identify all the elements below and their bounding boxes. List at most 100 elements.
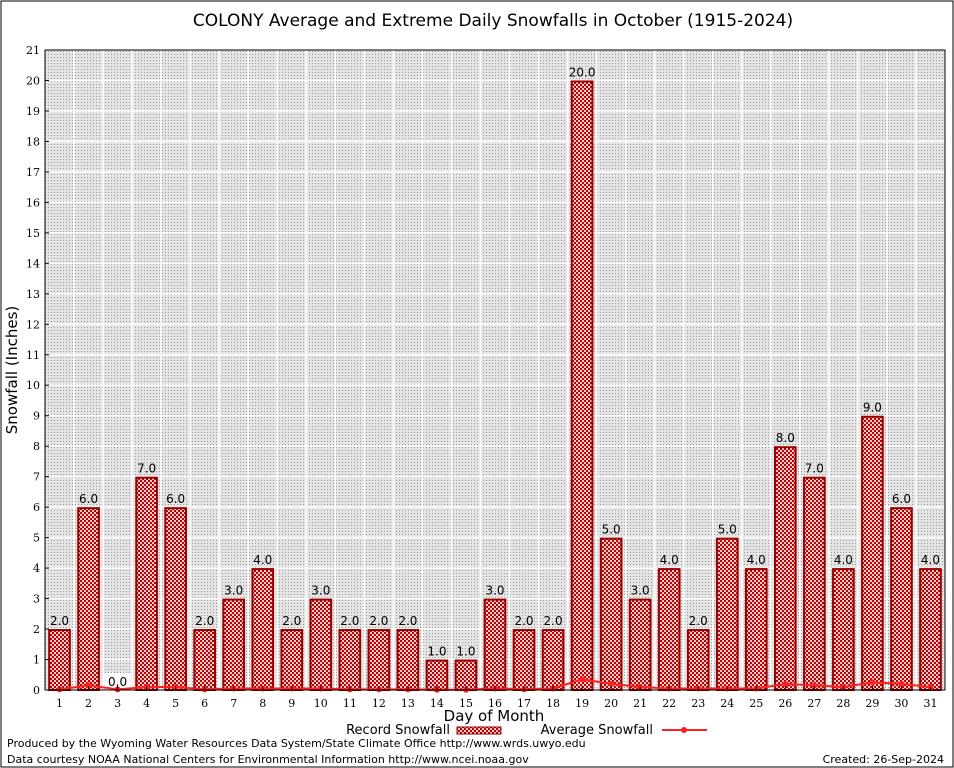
bar [570, 80, 594, 691]
average-point [869, 679, 876, 686]
x-tick-label: 31 [923, 697, 937, 710]
bar-value-label: 4.0 [660, 553, 679, 567]
y-tick-label: 11 [26, 349, 40, 362]
bar-value-label: 0.0 [108, 675, 127, 689]
y-tick-label: 9 [33, 410, 40, 423]
y-tick-label: 3 [33, 593, 40, 606]
x-tick-label: 8 [259, 697, 266, 710]
x-tick-label: 23 [691, 697, 705, 710]
bar-value-label: 2.0 [195, 614, 214, 628]
bar-labels: 2.0 6.0 0.0 7.0 6.0 2.0 3.0 4.0 2.0 3.0 2.0 2.0 2.0 1… [50, 65, 940, 689]
x-tick-label: 25 [749, 697, 763, 710]
x-tick-label: 11 [343, 697, 357, 710]
x-tick-label: 21 [633, 697, 647, 710]
y-tick-label: 19 [26, 105, 40, 118]
bar [454, 659, 478, 691]
legend-average-label: Average Snowfall [541, 723, 653, 738]
bar-value-label: 2.0 [50, 614, 69, 628]
bar-value-label: 4.0 [921, 553, 940, 567]
bar-value-label: 2.0 [398, 614, 417, 628]
y-tick-label: 13 [26, 288, 40, 301]
bar-value-label: 6.0 [79, 492, 98, 506]
footer-produced-by: Produced by the Wyoming Water Resources … [7, 737, 586, 750]
x-tick-label: 17 [517, 697, 531, 710]
bar-value-label: 2.0 [340, 614, 359, 628]
y-axis-label: Snowfall (Inches) [3, 306, 21, 434]
x-tick-label: 16 [488, 697, 502, 710]
bar [280, 629, 304, 691]
bar [164, 507, 187, 691]
bar [396, 629, 420, 691]
y-tick-label: 8 [33, 440, 40, 453]
bar [512, 629, 536, 691]
x-tick-label: 1 [56, 697, 63, 710]
average-point [579, 676, 586, 683]
x-tick-label: 29 [865, 697, 879, 710]
x-tick-label: 10 [314, 697, 328, 710]
y-tick-label: 7 [33, 471, 40, 484]
bar-value-label: 2.0 [369, 614, 388, 628]
bar [309, 598, 333, 691]
x-ticks: 1 2 3 4 5 6 7 8 9 10 11 12 13 14 15 16 17 18 19 20 21 22 23 24 2… [56, 686, 937, 710]
bar-value-label: 4.0 [253, 553, 272, 567]
bar [251, 568, 275, 691]
footer-data-courtesy: Data courtesy NOAA National Centers for … [7, 753, 529, 766]
average-point [608, 680, 615, 687]
bar-value-label: 2.0 [514, 614, 533, 628]
bar [541, 629, 565, 691]
x-tick-label: 18 [546, 697, 560, 710]
bar-value-label: 7.0 [805, 462, 824, 476]
bar-value-label: 3.0 [485, 584, 504, 598]
y-tick-label: 14 [26, 257, 40, 270]
footer-created: Created: 26-Sep-2024 [823, 753, 944, 766]
y-tick-label: 6 [33, 501, 40, 514]
bar-value-label: 4.0 [747, 553, 766, 567]
x-tick-label: 27 [807, 697, 821, 710]
x-tick-label: 22 [662, 697, 676, 710]
bar [657, 568, 681, 691]
bar [832, 568, 855, 691]
x-tick-label: 12 [372, 697, 386, 710]
average-point [782, 680, 789, 687]
average-point [811, 682, 818, 689]
bar [861, 415, 884, 691]
x-tick-label: 14 [430, 697, 444, 710]
bar-value-label: 9.0 [863, 401, 882, 415]
bar-value-label: 2.0 [689, 614, 708, 628]
y-tick-label: 21 [26, 44, 40, 57]
bar [425, 659, 449, 691]
y-tick-label: 18 [26, 135, 40, 148]
bar [135, 476, 158, 691]
bar [803, 476, 826, 691]
legend-record-swatch [456, 726, 502, 735]
x-tick-label: 6 [201, 697, 208, 710]
bar [48, 629, 71, 691]
bar-value-label: 4.0 [834, 553, 853, 567]
y-tick-label: 10 [26, 379, 40, 392]
x-tick-label: 13 [401, 697, 415, 710]
x-tick-label: 9 [288, 697, 295, 710]
bar [628, 598, 652, 691]
bar-value-label: 3.0 [224, 584, 243, 598]
y-tick-label: 20 [26, 74, 40, 87]
bar-value-label: 2.0 [282, 614, 301, 628]
bar [77, 507, 100, 691]
average-point [898, 680, 905, 687]
bar-value-label: 7.0 [137, 462, 156, 476]
x-tick-label: 5 [172, 697, 179, 710]
bar [599, 537, 623, 691]
bars [48, 80, 942, 692]
bar-value-label: 6.0 [892, 492, 911, 506]
bar-value-label: 5.0 [718, 523, 737, 537]
bar-value-label: 3.0 [631, 584, 650, 598]
bar [744, 568, 768, 691]
x-tick-label: 3 [114, 697, 121, 710]
bar [919, 568, 942, 691]
bar [367, 629, 391, 691]
chart-title: COLONY Average and Extreme Daily Snowfal… [193, 11, 793, 31]
bar-value-label: 5.0 [602, 523, 621, 537]
bar-value-label: 2.0 [544, 614, 563, 628]
bar-value-label: 3.0 [311, 584, 330, 598]
bar-value-label: 1.0 [427, 645, 446, 659]
legend: Record Snowfall Average Snowfall [346, 723, 707, 738]
